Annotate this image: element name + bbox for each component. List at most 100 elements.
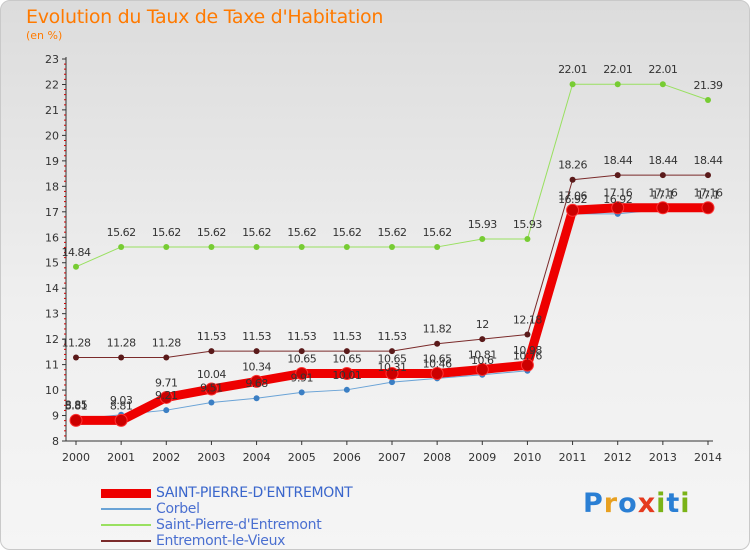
- x-tick-label: 2011: [559, 451, 587, 464]
- data-point: [434, 340, 441, 347]
- data-label: 10.31: [378, 361, 407, 374]
- data-point: [253, 348, 260, 355]
- data-label: 18.44: [648, 154, 677, 167]
- data-label: 10.98: [513, 344, 542, 357]
- data-label: 16.92: [558, 193, 587, 206]
- data-label: 15.62: [107, 226, 136, 239]
- data-point: [295, 367, 309, 381]
- data-point: [430, 367, 444, 381]
- data-point: [73, 263, 79, 270]
- x-tick-label: 2004: [243, 451, 271, 464]
- data-label: 15.62: [152, 226, 181, 239]
- data-label: 10.65: [423, 353, 452, 366]
- data-point: [569, 176, 576, 183]
- data-point: [569, 81, 576, 88]
- data-point: [118, 354, 125, 361]
- logo-letter: P: [583, 488, 604, 519]
- data-label: 8.85: [65, 398, 88, 411]
- y-tick-label: 22: [45, 78, 59, 91]
- y-tick-label: 9: [52, 410, 59, 423]
- x-tick-label: 2007: [378, 451, 406, 464]
- y-tick-label: 20: [45, 129, 59, 142]
- data-point: [250, 374, 264, 388]
- y-tick-label: 19: [45, 155, 59, 168]
- data-label: 8.81: [110, 399, 133, 412]
- data-label: 11.53: [332, 330, 361, 343]
- data-label: 9.51: [200, 382, 223, 395]
- y-tick-label: 16: [45, 231, 59, 244]
- data-point: [298, 389, 305, 396]
- data-label: 16.92: [603, 193, 632, 206]
- data-point: [705, 172, 711, 179]
- legend-swatch: [101, 540, 151, 542]
- data-point: [114, 413, 128, 427]
- data-label: 10.76: [513, 350, 542, 363]
- data-label: 10.65: [378, 353, 407, 366]
- data-label: 15.93: [468, 218, 497, 231]
- y-tick-label: 18: [45, 180, 59, 193]
- data-label: 11.53: [197, 330, 226, 343]
- logo-letter: r: [603, 488, 619, 519]
- data-point: [253, 395, 260, 402]
- data-label: 9.91: [290, 371, 313, 384]
- data-label: 10.34: [242, 360, 271, 373]
- proxiti-logo: Proxiti: [583, 488, 691, 519]
- x-tick-label: 2005: [288, 451, 316, 464]
- data-point: [163, 243, 170, 250]
- data-label: 12.18: [513, 314, 542, 327]
- logo-letter: o: [618, 488, 638, 519]
- data-label: 9.68: [245, 377, 268, 390]
- x-tick-label: 2001: [107, 451, 135, 464]
- data-point: [566, 203, 580, 217]
- data-label: 17.06: [558, 189, 587, 202]
- data-point: [69, 413, 83, 427]
- legend-swatch: [101, 489, 151, 498]
- data-point: [524, 331, 531, 338]
- data-point: [340, 367, 354, 381]
- data-point: [389, 243, 395, 250]
- y-tick-label: 10: [45, 384, 59, 397]
- y-tick-label: 11: [45, 359, 59, 372]
- data-label: 11.28: [62, 336, 91, 349]
- y-tick-label: 15: [45, 257, 59, 270]
- data-point: [385, 367, 399, 381]
- y-tick-label: 14: [45, 282, 59, 295]
- data-point: [479, 236, 486, 243]
- data-label: 9.71: [155, 376, 178, 389]
- x-tick-label: 2010: [513, 451, 541, 464]
- data-point: [389, 379, 395, 386]
- x-tick-label: 2014: [694, 451, 722, 464]
- data-point: [118, 243, 125, 250]
- data-point: [208, 243, 215, 250]
- data-point: [479, 336, 486, 343]
- y-tick-label: 17: [45, 206, 59, 219]
- legend-label: Saint-Pierre-d'Entremont: [156, 517, 322, 533]
- data-label: 15.93: [513, 218, 542, 231]
- y-tick-label: 23: [45, 53, 59, 66]
- data-label: 10.65: [332, 353, 361, 366]
- data-label: 10.04: [197, 368, 226, 381]
- data-point: [208, 399, 215, 406]
- data-point: [204, 382, 218, 396]
- data-label: 15.62: [423, 226, 452, 239]
- data-label: 18.26: [558, 159, 587, 172]
- data-label: 17.1: [697, 188, 720, 201]
- x-tick-label: 2009: [468, 451, 496, 464]
- x-tick-label: 2008: [423, 451, 451, 464]
- data-point: [73, 354, 79, 361]
- data-label: 17.16: [694, 187, 723, 200]
- data-label: 11.82: [423, 323, 452, 336]
- data-point: [434, 243, 441, 250]
- x-tick-label: 2002: [152, 451, 180, 464]
- data-label: 10.81: [468, 348, 497, 361]
- data-label: 11.53: [242, 330, 271, 343]
- data-point: [389, 348, 395, 355]
- data-label: 11.53: [378, 330, 407, 343]
- data-point: [611, 201, 625, 215]
- data-label: 18.44: [694, 154, 723, 167]
- logo-letter: i: [656, 488, 667, 519]
- data-label: 9.21: [155, 389, 178, 402]
- data-label: 22.01: [558, 63, 587, 76]
